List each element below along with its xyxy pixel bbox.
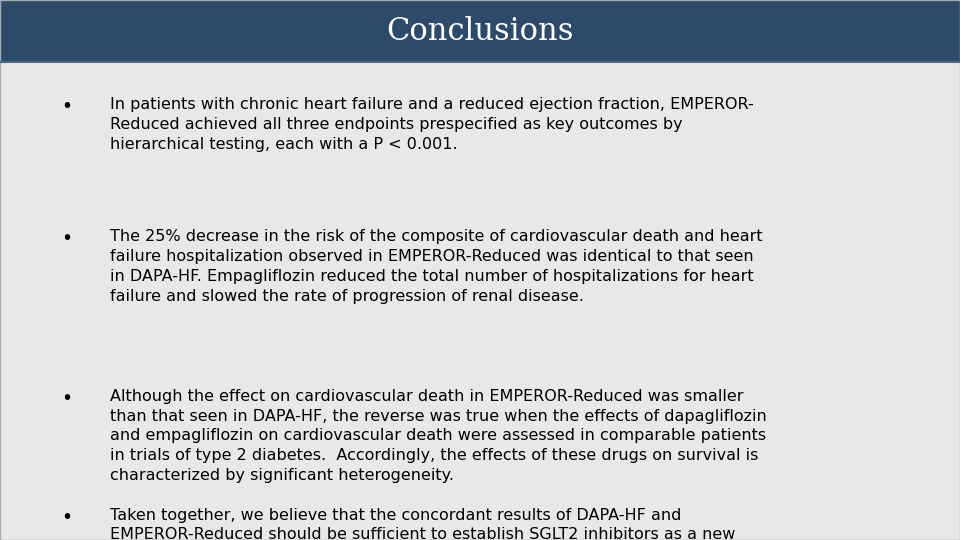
Text: Conclusions: Conclusions [386, 16, 574, 46]
Text: Although the effect on cardiovascular death in EMPEROR-Reduced was smaller
than : Although the effect on cardiovascular de… [110, 389, 767, 483]
Text: •: • [61, 389, 73, 408]
Text: •: • [61, 508, 73, 526]
Text: •: • [61, 230, 73, 248]
Text: The 25% decrease in the risk of the composite of cardiovascular death and heart
: The 25% decrease in the risk of the comp… [110, 230, 763, 304]
Text: •: • [61, 97, 73, 116]
FancyBboxPatch shape [0, 0, 960, 62]
Text: Taken together, we believe that the concordant results of DAPA-HF and
EMPEROR-Re: Taken together, we believe that the conc… [110, 508, 746, 540]
Text: In patients with chronic heart failure and a reduced ejection fraction, EMPEROR-: In patients with chronic heart failure a… [110, 97, 755, 152]
